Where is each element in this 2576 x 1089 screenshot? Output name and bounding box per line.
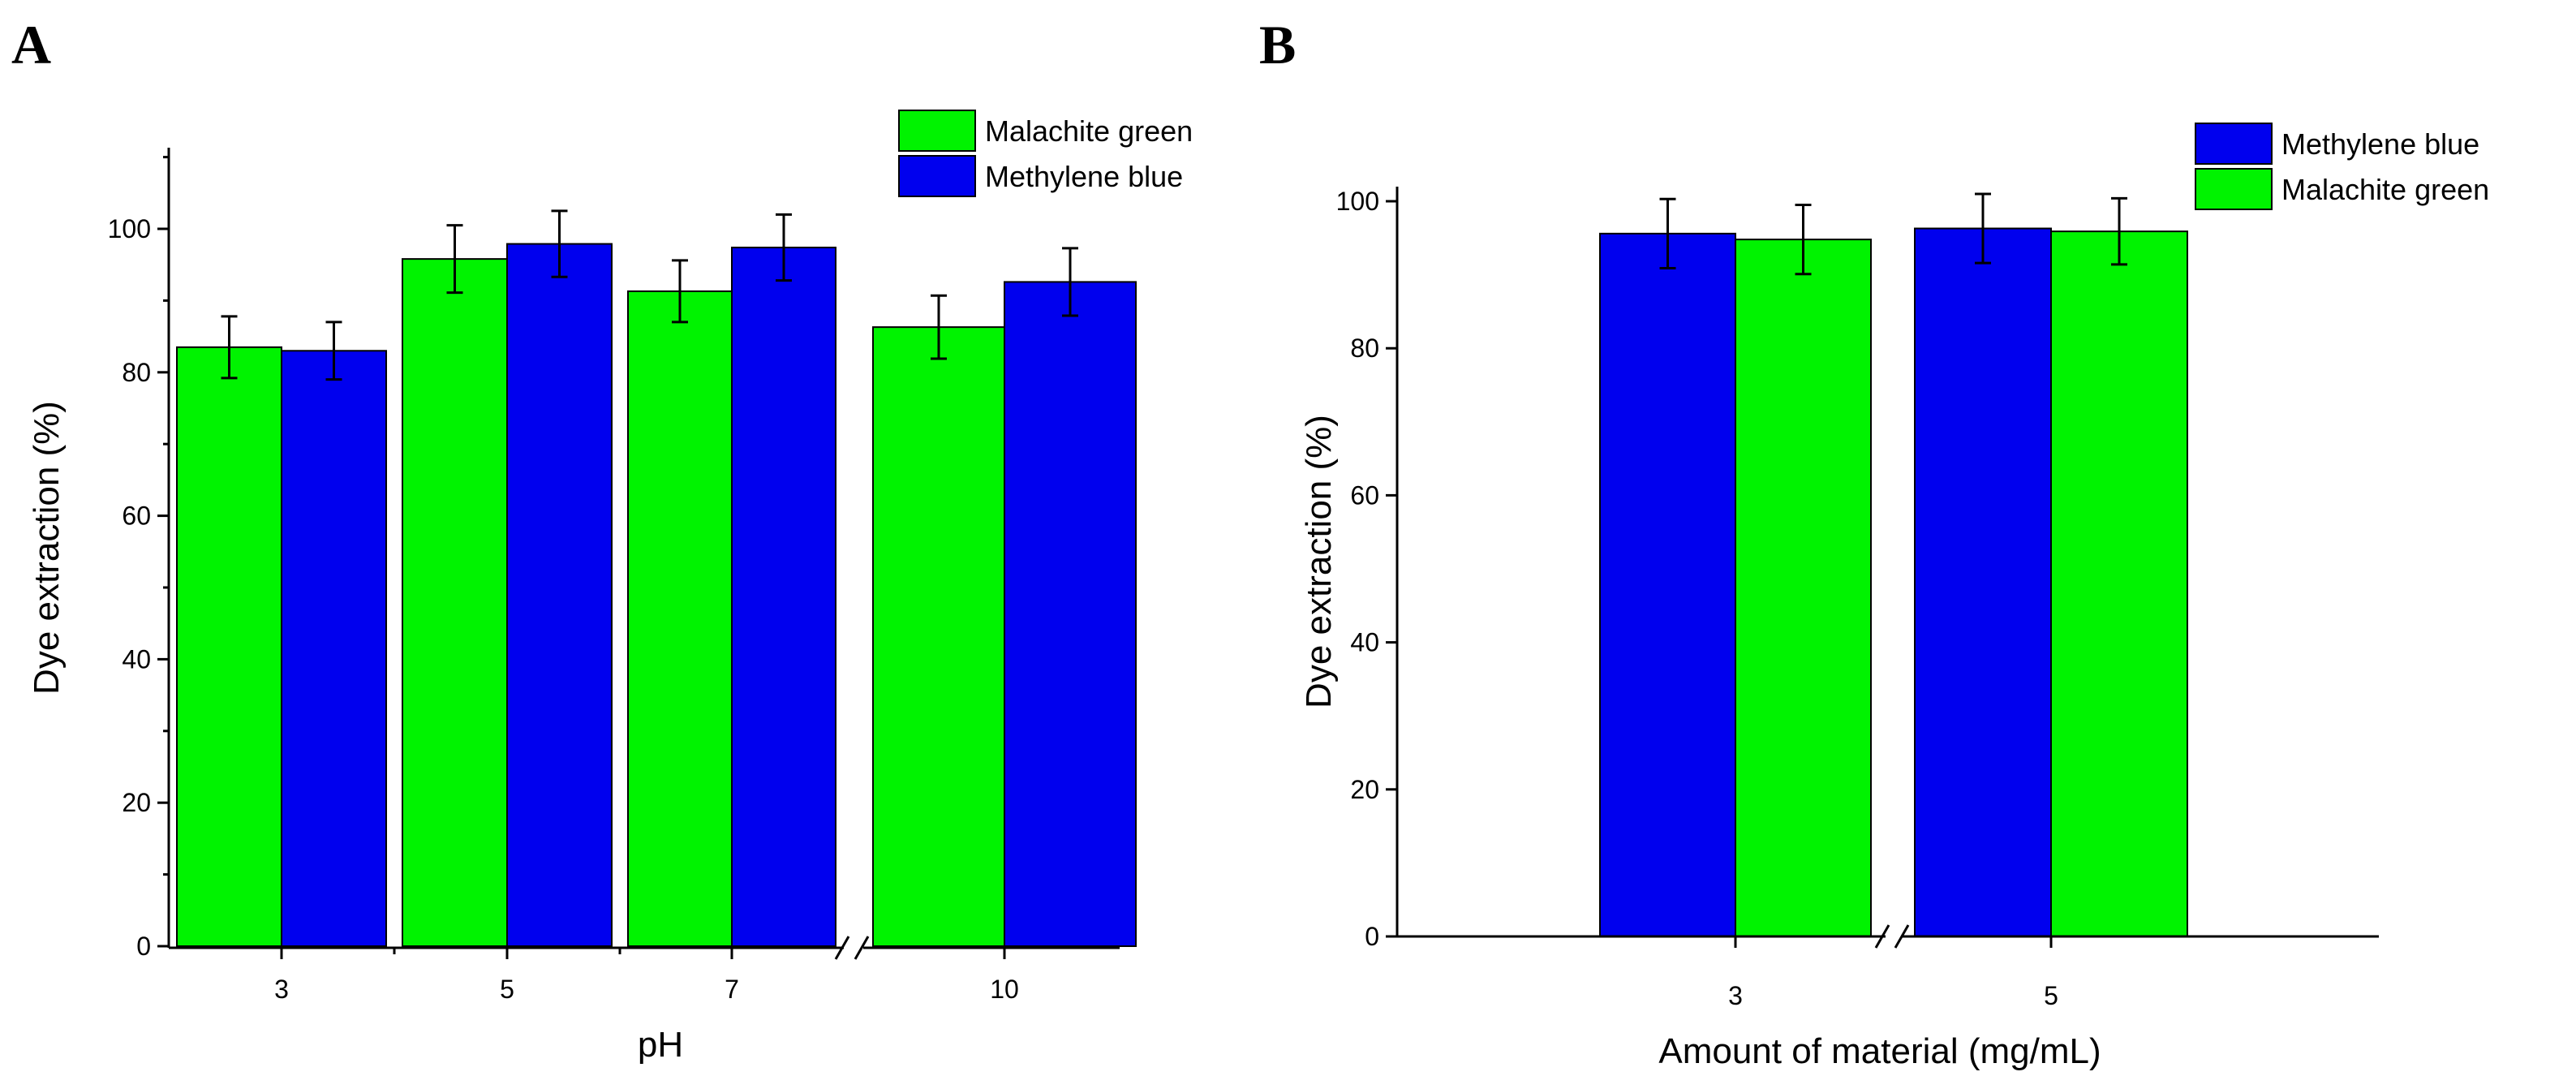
y-axis-title: Dye extraction (%) xyxy=(27,401,67,695)
x-tick-label-7: 7 xyxy=(725,975,739,1004)
y-tick-label: 0 xyxy=(1365,922,1379,951)
bar-methylene-blue-7 xyxy=(731,246,836,947)
axis-break-mark xyxy=(1874,924,1910,949)
y-tick-label: 60 xyxy=(122,501,151,531)
error-bar-methylene-blue-3 xyxy=(325,321,342,381)
error-bar-malachite-green-7 xyxy=(672,259,688,324)
bar-methylene-blue-10 xyxy=(1004,281,1137,947)
y-tick-label: 80 xyxy=(122,358,151,387)
error-bar-methylene-blue-3 xyxy=(1659,197,1676,269)
y-tick-label: 100 xyxy=(108,214,151,243)
legend-label-methylene-blue: Methylene blue xyxy=(2281,127,2479,161)
chart-a: 0 20 40 60 80 100 3 5 7 10 Dye extraction (%) pH Mal… xyxy=(27,110,1193,1065)
bar-methylene-blue-3 xyxy=(1599,232,1736,937)
error-bar-methylene-blue-5 xyxy=(551,209,568,278)
bar-methylene-blue-5 xyxy=(506,243,613,947)
y-axis-title: Dye extraction (%) xyxy=(1299,415,1339,708)
bar-malachite-green-5 xyxy=(2050,230,2188,937)
x-axis-title: pH xyxy=(638,1025,683,1065)
bar-malachite-green-10 xyxy=(872,326,1005,948)
y-tick-label: 40 xyxy=(1350,628,1379,657)
x-axis-title: Amount of material (mg/mL) xyxy=(1658,1031,2101,1071)
x-tick-label-10: 10 xyxy=(990,975,1019,1004)
x-tick-label-5: 5 xyxy=(500,975,514,1004)
bar-methylene-blue-5 xyxy=(1914,227,2052,938)
error-bar-methylene-blue-5 xyxy=(1975,192,1991,265)
error-bar-methylene-blue-10 xyxy=(1062,247,1078,317)
x-tick-label-3: 3 xyxy=(274,975,289,1004)
y-tick-label: 20 xyxy=(1350,775,1379,804)
y-tick-label: 60 xyxy=(1350,480,1379,510)
y-tick-label: 20 xyxy=(122,788,151,817)
bar-malachite-green-3 xyxy=(176,346,282,947)
legend-label-malachite-green: Malachite green xyxy=(2281,173,2489,206)
bar-methylene-blue-3 xyxy=(281,350,387,947)
chart-b: 0 20 40 60 80 100 3 5 Dye extraction (%) Amount o… xyxy=(1299,123,2489,1071)
error-bar-methylene-blue-7 xyxy=(776,213,792,282)
legend-swatch-malachite-green xyxy=(898,110,976,152)
bar-malachite-green-5 xyxy=(402,258,508,947)
error-bar-malachite-green-5 xyxy=(446,224,463,295)
bar-malachite-green-3 xyxy=(1735,239,1872,937)
legend-swatch-methylene-blue xyxy=(2195,123,2273,165)
panel-b-label: B xyxy=(1259,14,1296,75)
error-bar-malachite-green-5 xyxy=(2111,196,2127,266)
x-tick-label-5: 5 xyxy=(2044,981,2058,1010)
x-tick-label-3: 3 xyxy=(1728,981,1743,1010)
axis-break-mark xyxy=(834,936,870,960)
y-tick-label: 0 xyxy=(136,932,151,961)
panel-a-label: A xyxy=(11,14,51,75)
legend-swatch-methylene-blue xyxy=(898,155,976,197)
error-bar-malachite-green-3 xyxy=(221,315,238,380)
y-tick-label: 40 xyxy=(122,644,151,674)
bar-malachite-green-7 xyxy=(627,290,733,947)
error-bar-malachite-green-10 xyxy=(931,294,947,360)
legend-label-malachite-green: Malachite green xyxy=(985,114,1193,148)
error-bar-malachite-green-3 xyxy=(1795,204,1812,276)
legend-label-methylene-blue: Methylene blue xyxy=(985,160,1183,193)
y-tick-label: 100 xyxy=(1336,187,1379,216)
y-tick-label: 80 xyxy=(1350,334,1379,363)
legend-swatch-malachite-green xyxy=(2195,168,2273,210)
